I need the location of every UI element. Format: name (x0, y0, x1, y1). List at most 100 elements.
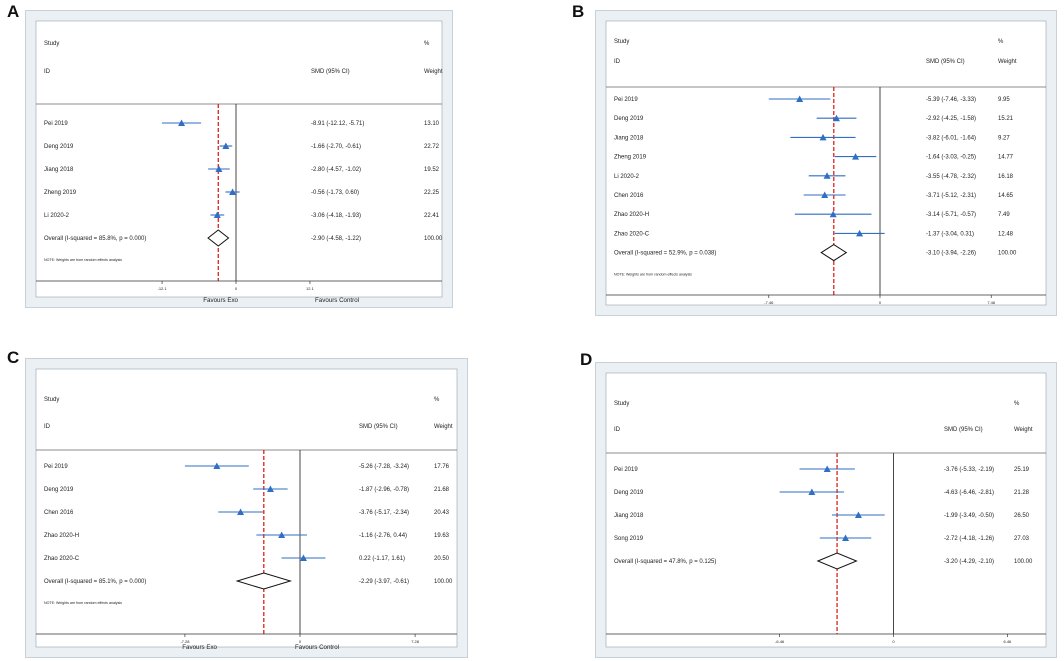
plot-background (605, 372, 1047, 648)
study-ci-text: -2.72 (-4.18, -1.26) (944, 536, 994, 542)
header-id: ID (44, 69, 51, 75)
study-weight: 19.52 (424, 167, 440, 173)
x-tick-label: -7.46 (764, 300, 774, 305)
overall-label: Overall (I-squared = 52.9%, p = 0.038) (614, 251, 716, 257)
study-ci-text: -1.87 (-2.96, -0.78) (359, 487, 409, 493)
plot-background (605, 20, 1047, 306)
forest-plot-b: Study% ID SMD (95% CI) Weight Pei 2019 -5.39 … (595, 10, 1057, 316)
study-ci-text: -5.26 (-7.28, -3.24) (359, 464, 409, 470)
study-ci-text: -3.76 (-5.33, -2.19) (944, 467, 994, 473)
header-percent: % (424, 41, 430, 47)
point-estimate-marker (808, 488, 816, 495)
overall-diamond (816, 552, 858, 570)
study-ci-text: -1.64 (-3.03, -0.25) (926, 155, 976, 161)
point-estimate-marker (821, 191, 829, 198)
study-ci-text: -3.76 (-5.17, -2.34) (359, 510, 409, 516)
point-estimate-marker (852, 153, 860, 160)
forest-plot-a-svg: Study % ID SMD (95% CI) Weight Pei 2019 -8.91 … (35, 20, 443, 304)
header-percent: % (998, 39, 1004, 45)
overall-ci-text: -3.10 (-3.94, -2.26) (926, 251, 976, 257)
study-ci-text: 0.22 (-1.17, 1.61) (359, 556, 405, 562)
study-id: Zhao 2020-H (614, 212, 649, 218)
study-weight: 15.21 (998, 116, 1014, 122)
study-id: Jiang 2018 (614, 513, 644, 519)
header-weight: Weight (1014, 427, 1033, 433)
panel-label-d: D (580, 350, 593, 369)
study-ci-text: -2.80 (-4.57, -1.02) (311, 167, 361, 173)
favours-exo-label: Favours Exo (182, 644, 217, 651)
forest-plot-c-svg: Study % ID SMD (95% CI) Weight Pei 2019 -5.26 … (35, 368, 458, 651)
header-effect: SMD (95% CI) (311, 69, 350, 75)
header-percent: % (1014, 401, 1020, 407)
study-weight: 12.48 (998, 231, 1014, 237)
study-weight: 27.03 (1014, 536, 1030, 542)
study-id: Deng 2019 (614, 490, 644, 496)
study-id: Pei 2019 (44, 121, 68, 127)
x-tick-label: -7.28 (180, 639, 190, 644)
x-tick-label: 6.46 (1004, 639, 1013, 644)
study-id: Chen 2016 (44, 510, 74, 516)
weights-note: NOTE: Weights are from random effects an… (614, 273, 692, 277)
x-tick-label: 7.28 (411, 639, 420, 644)
study-ci-text: -1.37 (-3.04, 0.31) (926, 231, 974, 237)
header-study: Study (44, 41, 59, 47)
study-id: Zheng 2019 (614, 155, 647, 161)
header-effect: SMD (95% CI) (359, 424, 398, 430)
overall-weight: 100.00 (434, 579, 453, 585)
point-estimate-marker (278, 531, 286, 538)
overall-ci-text: -3.20 (-4.29, -2.10) (944, 559, 994, 565)
x-tick-label: 0 (879, 300, 882, 305)
study-ci-text: -2.92 (-4.25, -1.58) (926, 116, 976, 122)
study-weight: 9.27 (998, 135, 1010, 141)
weights-note: NOTE: Weights are from random effects an… (44, 601, 122, 605)
study-id: Zhao 2020-C (614, 231, 650, 237)
study-id: Jiang 2018 (614, 135, 644, 141)
study-ci-text: -1.66 (-2.70, -0.61) (311, 144, 361, 150)
study-weight: 14.65 (998, 193, 1014, 199)
study-weight: 22.72 (424, 144, 440, 150)
point-estimate-marker (832, 114, 840, 122)
study-id: Deng 2019 (44, 487, 74, 493)
study-id: Zhao 2020-C (44, 556, 80, 562)
study-ci-text: -0.56 (-1.73, 0.60) (311, 190, 359, 196)
study-id: Zhao 2020-H (44, 533, 79, 539)
overall-ci-text: -2.90 (-4.58, -1.22) (311, 236, 361, 242)
header-study: Study (614, 39, 629, 45)
header-study: Study (44, 397, 59, 403)
study-weight: 22.41 (424, 213, 440, 219)
point-estimate-marker (222, 142, 230, 149)
overall-ci-text: -2.29 (-3.97, -0.61) (359, 579, 409, 585)
x-tick-label: 0 (892, 639, 895, 644)
study-weight: 26.50 (1014, 513, 1030, 519)
panel-label-a: A (7, 2, 20, 21)
forest-plot-d-svg: Study % ID SMD (95% CI) Weight Pei 2019 -3.76 … (605, 372, 1047, 648)
point-estimate-marker (213, 462, 221, 469)
point-estimate-marker (842, 534, 850, 541)
header-effect: SMD (95% CI) (926, 59, 965, 65)
study-ci-text: -3.71 (-5.12, -2.31) (926, 193, 976, 199)
study-id: Pei 2019 (44, 464, 68, 470)
forest-plot-b-svg: Study % ID SMD (95% CI) Weight Pei 2019 -5.39 … (605, 20, 1047, 306)
study-id: Deng 2019 (614, 116, 644, 122)
x-tick-label: 0 (235, 286, 238, 291)
study-weight: 16.18 (998, 174, 1014, 180)
header-id: ID (614, 59, 621, 65)
forest-plot-d: Study% ID SMD (95% CI) Weight Pei 2019 -3.76 … (595, 362, 1057, 658)
header-weight: Weight (424, 69, 443, 75)
study-id: Pei 2019 (614, 467, 638, 473)
overall-diamond (820, 244, 848, 262)
plot-background (35, 20, 443, 298)
forest-plot-a: Study% ID SMD (95% CI) Weight Pei 2019 -8.91 … (25, 10, 453, 308)
x-tick-label: 7.46 (987, 300, 996, 305)
point-estimate-marker (819, 133, 827, 141)
header-weight: Weight (998, 59, 1017, 65)
header-id: ID (44, 424, 51, 430)
study-weight: 13.10 (424, 121, 440, 127)
overall-diamond (235, 572, 293, 590)
study-weight: 20.43 (434, 510, 450, 516)
overall-label: Overall (I-squared = 85.8%, p = 0.000) (44, 236, 146, 242)
study-weight: 20.50 (434, 556, 450, 562)
study-weight: 21.68 (434, 487, 450, 493)
point-estimate-marker (237, 508, 245, 515)
study-id: Jiang 2018 (44, 167, 74, 173)
